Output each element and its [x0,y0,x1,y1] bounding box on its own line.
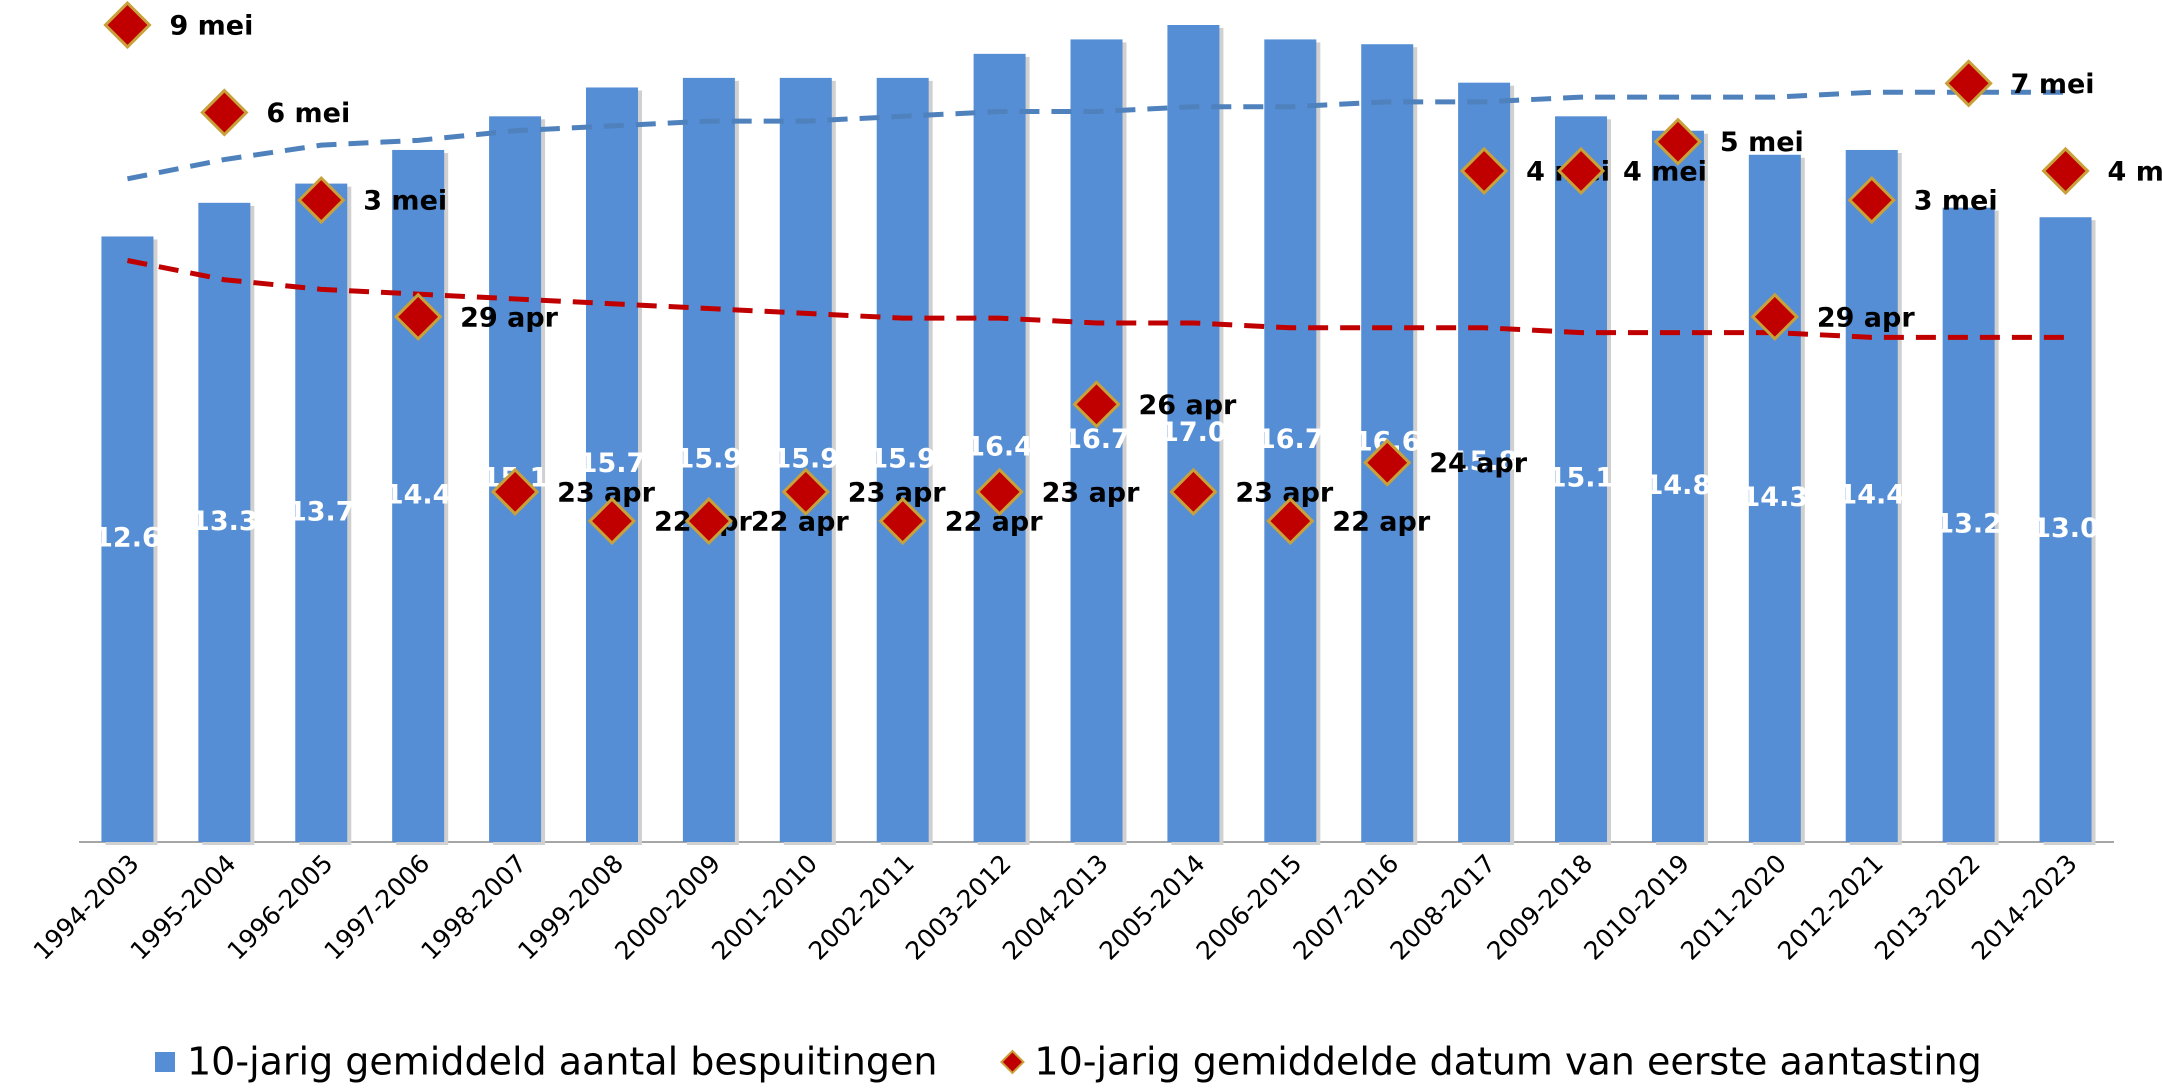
bar [1458,82,1511,842]
diamond-marker [103,0,152,50]
bar-value-label: 13.0 [2032,513,2099,544]
bar [1651,130,1704,842]
diamond-value-label: 4 mei [1623,156,1707,187]
diamond-marker [975,467,1024,516]
diamond-marker [878,496,927,546]
diamond-marker [297,175,346,225]
diamond-marker [1072,380,1121,429]
bar-value-label: 14.4 [385,479,452,510]
diamond-marker [2041,146,2090,196]
legend-marker [155,1052,175,1072]
diamond-marker [1363,438,1412,487]
bar-value-label: 16.7 [1063,424,1130,455]
bar [101,236,154,843]
diamond-marker [1556,146,1606,196]
diamond-value-label: 3 mei [1914,186,1998,217]
bar [1748,154,1801,843]
diamond-value-label: 9 mei [169,11,253,42]
diamond-marker [1944,59,1993,108]
bar-value-label: 14.8 [1645,470,1712,501]
bar [876,77,929,843]
bar [973,53,1026,843]
diamond-value-label: 5 mei [1720,127,1804,158]
diamond-marker [200,88,249,137]
diamond-marker [1459,146,1509,196]
bar-value-label: 14.3 [1742,482,1809,513]
diamond-value-label: 23 apr [1042,477,1141,508]
bar-value-label: 17.0 [1160,417,1227,448]
bar [1167,25,1220,842]
bar [779,77,832,843]
x-tick-label: 2014-2023 [1966,849,2083,966]
diamond-value-label: 26 apr [1139,390,1238,421]
diamond-marker [394,292,443,341]
bar-value-label: 13.2 [1935,508,2002,539]
diamond-marker [684,496,734,546]
bar [1845,149,1898,842]
bar [1942,207,1995,842]
diamond-marker [781,467,830,516]
bar-value-label: 15.8 [1451,446,1518,477]
diamond-marker [1169,467,1218,516]
bar [295,183,348,842]
diamond-marker [1653,117,1703,166]
diamond-value-label: 29 apr [460,302,559,333]
bar [392,149,445,842]
bar-value-label: 16.7 [1257,424,1324,455]
diamond-marker [1750,292,1799,341]
bar [1070,39,1123,842]
bar-value-label: 15.1 [1548,463,1615,494]
bar-value-label: 15.9 [869,443,936,474]
diamond-value-label: 4 mei [2108,156,2162,187]
legend-marker [1000,1049,1025,1075]
bar-value-label: 12.6 [94,523,161,554]
bar [682,77,735,843]
diamond-value-label: 6 mei [266,98,350,129]
trend-line [126,89,2066,182]
bar-value-label: 13.3 [191,506,258,537]
diamond-value-label: 22 apr [751,507,850,538]
diamond-value-label: 22 apr [1332,507,1431,538]
bar-value-label: 15.7 [579,448,646,479]
diamond-value-label: 29 apr [1817,302,1916,333]
diamond-value-label: 3 mei [363,186,447,217]
diamond-marker [490,467,540,516]
bar-value-label: 15.9 [676,443,743,474]
bar [1264,39,1317,842]
diamond-value-label: 22 apr [945,507,1044,538]
bar [585,87,638,843]
bar [1555,116,1608,842]
legend: 10-jarig gemiddeld aantal bespuitingen 10… [155,1040,1982,1084]
legend-label: 10-jarig gemiddeld aantal bespuitingen [187,1040,937,1084]
trend-line [126,258,2066,340]
diamond-value-label: 24 apr [1429,448,1528,479]
diamond-marker [1266,496,1315,546]
bar [2039,217,2092,842]
diamond-marker [1847,175,1896,225]
bar-value-label: 13.7 [288,496,355,527]
diamond-marker [587,496,637,546]
bar [198,202,251,843]
bar-value-label: 16.4 [966,431,1033,462]
legend-label: 10-jarig gemiddelde datum van eerste aan… [1034,1040,1981,1084]
diamond-value-label: 7 mei [2011,69,2095,100]
bar-value-label: 14.4 [1838,479,1905,510]
